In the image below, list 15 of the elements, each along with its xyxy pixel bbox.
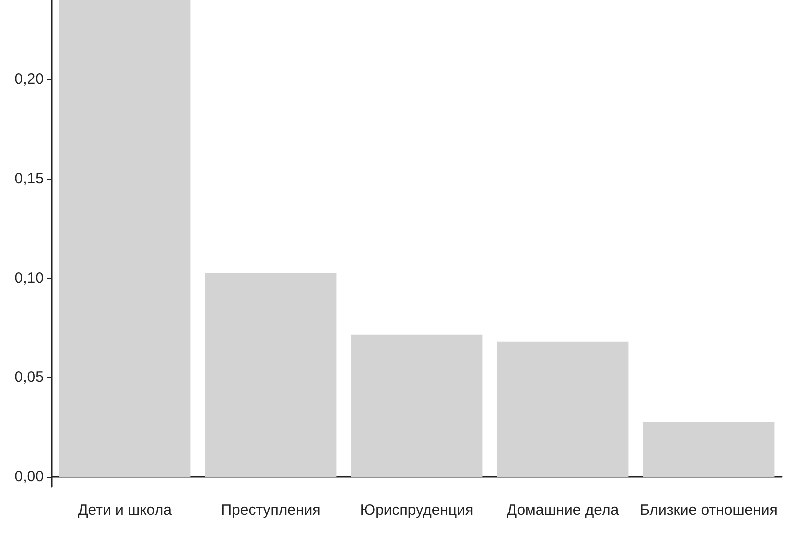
bar (351, 334, 483, 478)
y-tick-label: 0,05 (14, 369, 44, 386)
x-tick-label: Дети и школа (78, 502, 173, 519)
y-tick-label: 0,20 (14, 71, 44, 88)
bar (205, 273, 337, 478)
x-tick-label: Близкие отношения (640, 502, 778, 519)
x-tick-label: Юриспруденция (360, 502, 474, 519)
y-tick-label: 0,15 (14, 170, 44, 188)
y-tick-label: 0,00 (14, 468, 44, 486)
x-tick-label: Преступления (221, 502, 321, 519)
x-tick-label: Домашние дела (506, 502, 620, 519)
bar (497, 342, 629, 478)
bar (643, 422, 775, 478)
bar (59, 0, 191, 478)
y-tick-label: 0,10 (14, 270, 44, 287)
